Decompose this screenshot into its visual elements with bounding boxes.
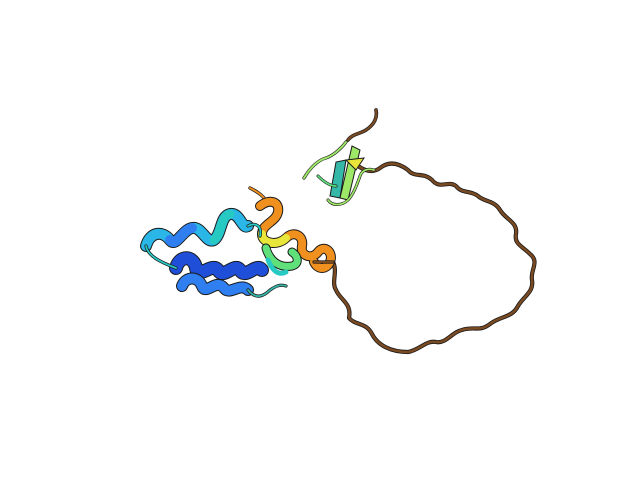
helix-upper-cyan <box>140 207 254 252</box>
coil-loop-brown <box>330 161 537 355</box>
helix-lower-blue <box>169 251 269 297</box>
beta-hairpin <box>302 140 376 206</box>
coil-top-tail <box>346 108 379 142</box>
helix-orange-yellow <box>255 196 336 276</box>
coil-bundle-connectors <box>144 222 335 298</box>
